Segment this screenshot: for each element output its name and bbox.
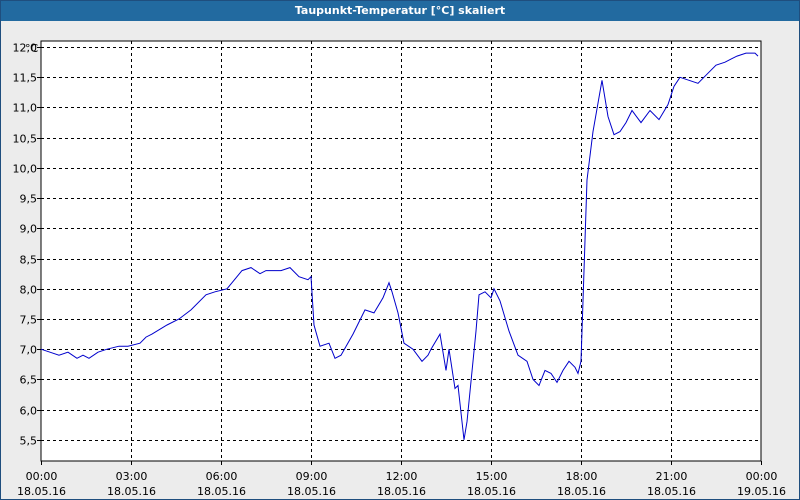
y-axis: 5,5 6,0 6,5 7,0 7,5 8,0 8,5 9,0 9,5 10,0 10,5 11,0 1… — [13, 42, 41, 448]
y-tick-label: 5,5 — [20, 435, 38, 448]
x-tick-date: 18.05.16 — [647, 485, 696, 498]
y-tick-label: 9,0 — [20, 223, 38, 236]
x-axis: 00:00 18.05.16 03:00 18.05.16 06:00 18.05.16 0… — [17, 461, 786, 498]
x-tick-time: 00:00 — [26, 470, 58, 483]
grid — [41, 41, 761, 461]
x-tick-date: 18.05.16 — [197, 485, 246, 498]
x-tick-time: 00:00 — [746, 470, 778, 483]
y-tick-label: 9,5 — [20, 193, 38, 206]
x-tick-date: 18.05.16 — [377, 485, 426, 498]
x-tick-date: 18.05.16 — [287, 485, 336, 498]
y-tick-label: 12,0 — [13, 42, 38, 55]
y-tick-label: 6,5 — [20, 374, 38, 387]
y-tick-label: 6,0 — [20, 405, 38, 418]
y-tick-label: 11,5 — [13, 72, 38, 85]
y-tick-label: 7,5 — [20, 314, 38, 327]
x-tick-date: 19.05.16 — [737, 485, 786, 498]
y-tick-label: 11,0 — [13, 102, 38, 115]
x-tick-time: 06:00 — [206, 470, 238, 483]
window-title: Taupunkt-Temperatur [°C] skaliert — [1, 1, 799, 21]
x-tick-date: 18.05.16 — [107, 485, 156, 498]
x-tick-time: 15:00 — [476, 470, 508, 483]
y-tick-label: 7,0 — [20, 344, 38, 357]
x-tick-time: 12:00 — [386, 470, 418, 483]
x-tick-date: 18.05.16 — [557, 485, 606, 498]
y-tick-label: 10,0 — [13, 163, 38, 176]
x-tick-time: 09:00 — [296, 470, 328, 483]
y-axis-unit: °C — [25, 42, 39, 55]
y-tick-label: 8,5 — [20, 254, 38, 267]
x-tick-time: 18:00 — [566, 470, 598, 483]
y-tick-label: 8,0 — [20, 284, 38, 297]
x-tick-time: 21:00 — [656, 470, 688, 483]
x-tick-date: 18.05.16 — [467, 485, 516, 498]
x-tick-time: 03:00 — [116, 470, 148, 483]
dewpoint-chart: 5,5 6,0 6,5 7,0 7,5 8,0 8,5 9,0 9,5 10,0 10,5 11,0 1… — [13, 40, 786, 498]
y-tick-label: 10,5 — [13, 133, 38, 146]
series-line — [40, 52, 759, 440]
x-tick-date: 18.05.16 — [17, 485, 66, 498]
